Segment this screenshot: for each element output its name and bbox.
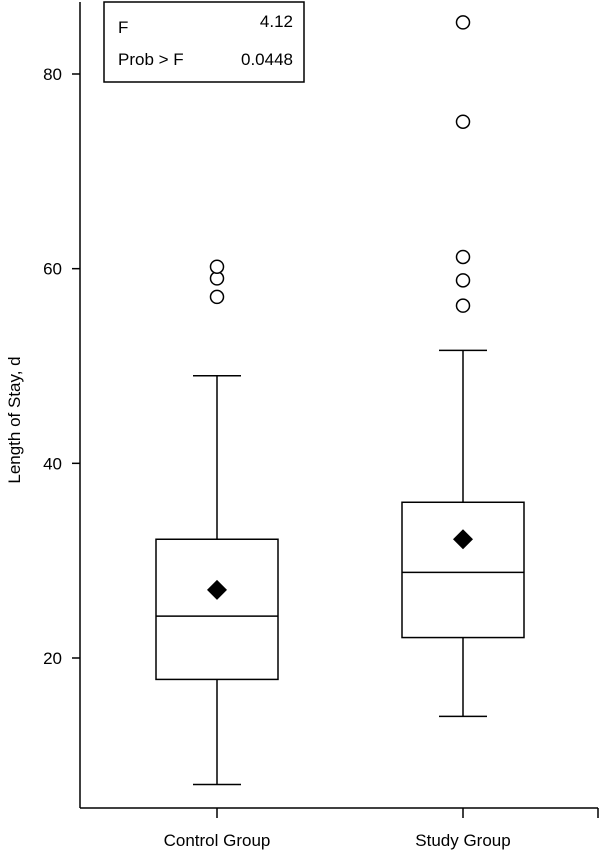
mean-marker [207, 579, 227, 600]
f-label: F [118, 18, 128, 37]
y-tick-label-40: 40 [43, 454, 62, 473]
y-ticks: 20 40 60 80 [43, 65, 80, 668]
y-tick-label-60: 60 [43, 260, 62, 279]
outlier-point [455, 15, 471, 30]
y-tick-label-20: 20 [43, 649, 62, 668]
y-tick-label-80: 80 [43, 65, 62, 84]
p-label: Prob > F [118, 50, 184, 69]
stats-box-frame [103, 1, 305, 83]
outlier-point [455, 273, 471, 288]
axes [79, 2, 598, 809]
outlier-point [455, 298, 471, 313]
x-tick-label-1: Control Group [164, 831, 271, 850]
x-tick-label-2: Study Group [415, 831, 510, 850]
iqr-box [401, 501, 525, 639]
iqr-box [155, 538, 279, 681]
mean-marker [453, 529, 473, 550]
p-value: 0.0448 [241, 50, 293, 69]
outlier-point [455, 249, 471, 265]
box-groups [155, 15, 525, 786]
box-group-1 [155, 259, 279, 786]
stats-box: F 4.12 Prob > F 0.0448 [103, 1, 305, 83]
outlier-point [209, 289, 225, 305]
outlier-point [455, 114, 471, 129]
box-group-2 [401, 15, 525, 718]
y-axis-label: Length of Stay, d [5, 356, 24, 483]
f-value: 4.12 [260, 12, 293, 31]
x-ticks: Control Group Study Group [164, 808, 599, 850]
outlier-point [209, 259, 225, 274]
